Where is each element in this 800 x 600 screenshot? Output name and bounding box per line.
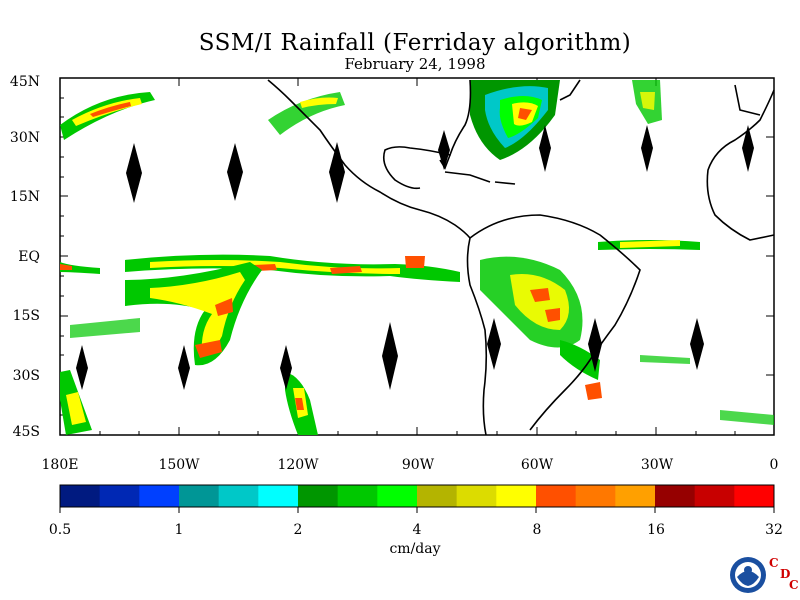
- colorbar-swatch: [417, 485, 458, 507]
- colorbar-swatch: [99, 485, 140, 507]
- lon-label-60w: 60W: [520, 457, 554, 473]
- colorbar-label-0: 0.5: [48, 522, 72, 538]
- colorbar-swatch: [218, 485, 259, 507]
- colorbar-swatch: [655, 485, 696, 507]
- colorbar-label-3: 4: [412, 522, 422, 538]
- lon-label-90w: 90W: [401, 457, 435, 473]
- colorbar-swatch: [615, 485, 656, 507]
- colorbar-swatch: [536, 485, 577, 507]
- noaa-logo: [730, 557, 766, 593]
- colorbar-swatch: [60, 485, 101, 507]
- colorbar-label-6: 32: [765, 522, 783, 538]
- colorbar-swatch: [258, 485, 299, 507]
- diamond-markers: [76, 125, 754, 390]
- lon-label-150w: 150W: [158, 457, 200, 473]
- colorbar-swatch: [377, 485, 418, 507]
- logo-letter-d: D: [780, 567, 791, 581]
- lat-label-15s: 15S: [12, 308, 40, 324]
- colorbar-units: cm/day: [389, 541, 441, 557]
- colorbar-swatch: [337, 485, 378, 507]
- logo-letter-c1: C: [769, 556, 779, 570]
- lat-label-30s: 30S: [12, 368, 40, 384]
- colorbar-swatch: [139, 485, 180, 507]
- map-title: SSM/I Rainfall (Ferriday algorithm): [198, 30, 632, 56]
- lat-label-45s: 45S: [12, 424, 40, 440]
- colorbar-swatch: [694, 485, 735, 507]
- colorbar-swatch: [456, 485, 497, 507]
- colorbar-swatch: [496, 485, 537, 507]
- colorbar-label-2: 2: [293, 522, 303, 538]
- colorbar-label-4: 8: [532, 522, 542, 538]
- colorbar: [59, 484, 775, 513]
- map-date: February 24, 1998: [344, 55, 486, 73]
- colorbar-swatch: [575, 485, 616, 507]
- lon-label-180e: 180E: [41, 457, 79, 473]
- colorbar-swatch: [734, 485, 775, 507]
- colorbar-label-1: 1: [174, 522, 184, 538]
- lon-label-120w: 120W: [277, 457, 319, 473]
- colorbar-swatch: [179, 485, 220, 507]
- lat-label-30n: 30N: [9, 130, 40, 146]
- logo-letter-c2: C: [789, 578, 799, 592]
- lat-label-45n: 45N: [9, 74, 40, 90]
- lon-label-30w: 30W: [640, 457, 674, 473]
- coastlines: [267, 79, 775, 436]
- lat-label-15n: 15N: [9, 189, 40, 205]
- colorbar-label-5: 16: [647, 522, 665, 538]
- lon-label-0: 0: [769, 457, 779, 473]
- colorbar-swatch: [298, 485, 339, 507]
- lat-label-eq: EQ: [18, 249, 40, 265]
- rainfall-field: [60, 80, 774, 435]
